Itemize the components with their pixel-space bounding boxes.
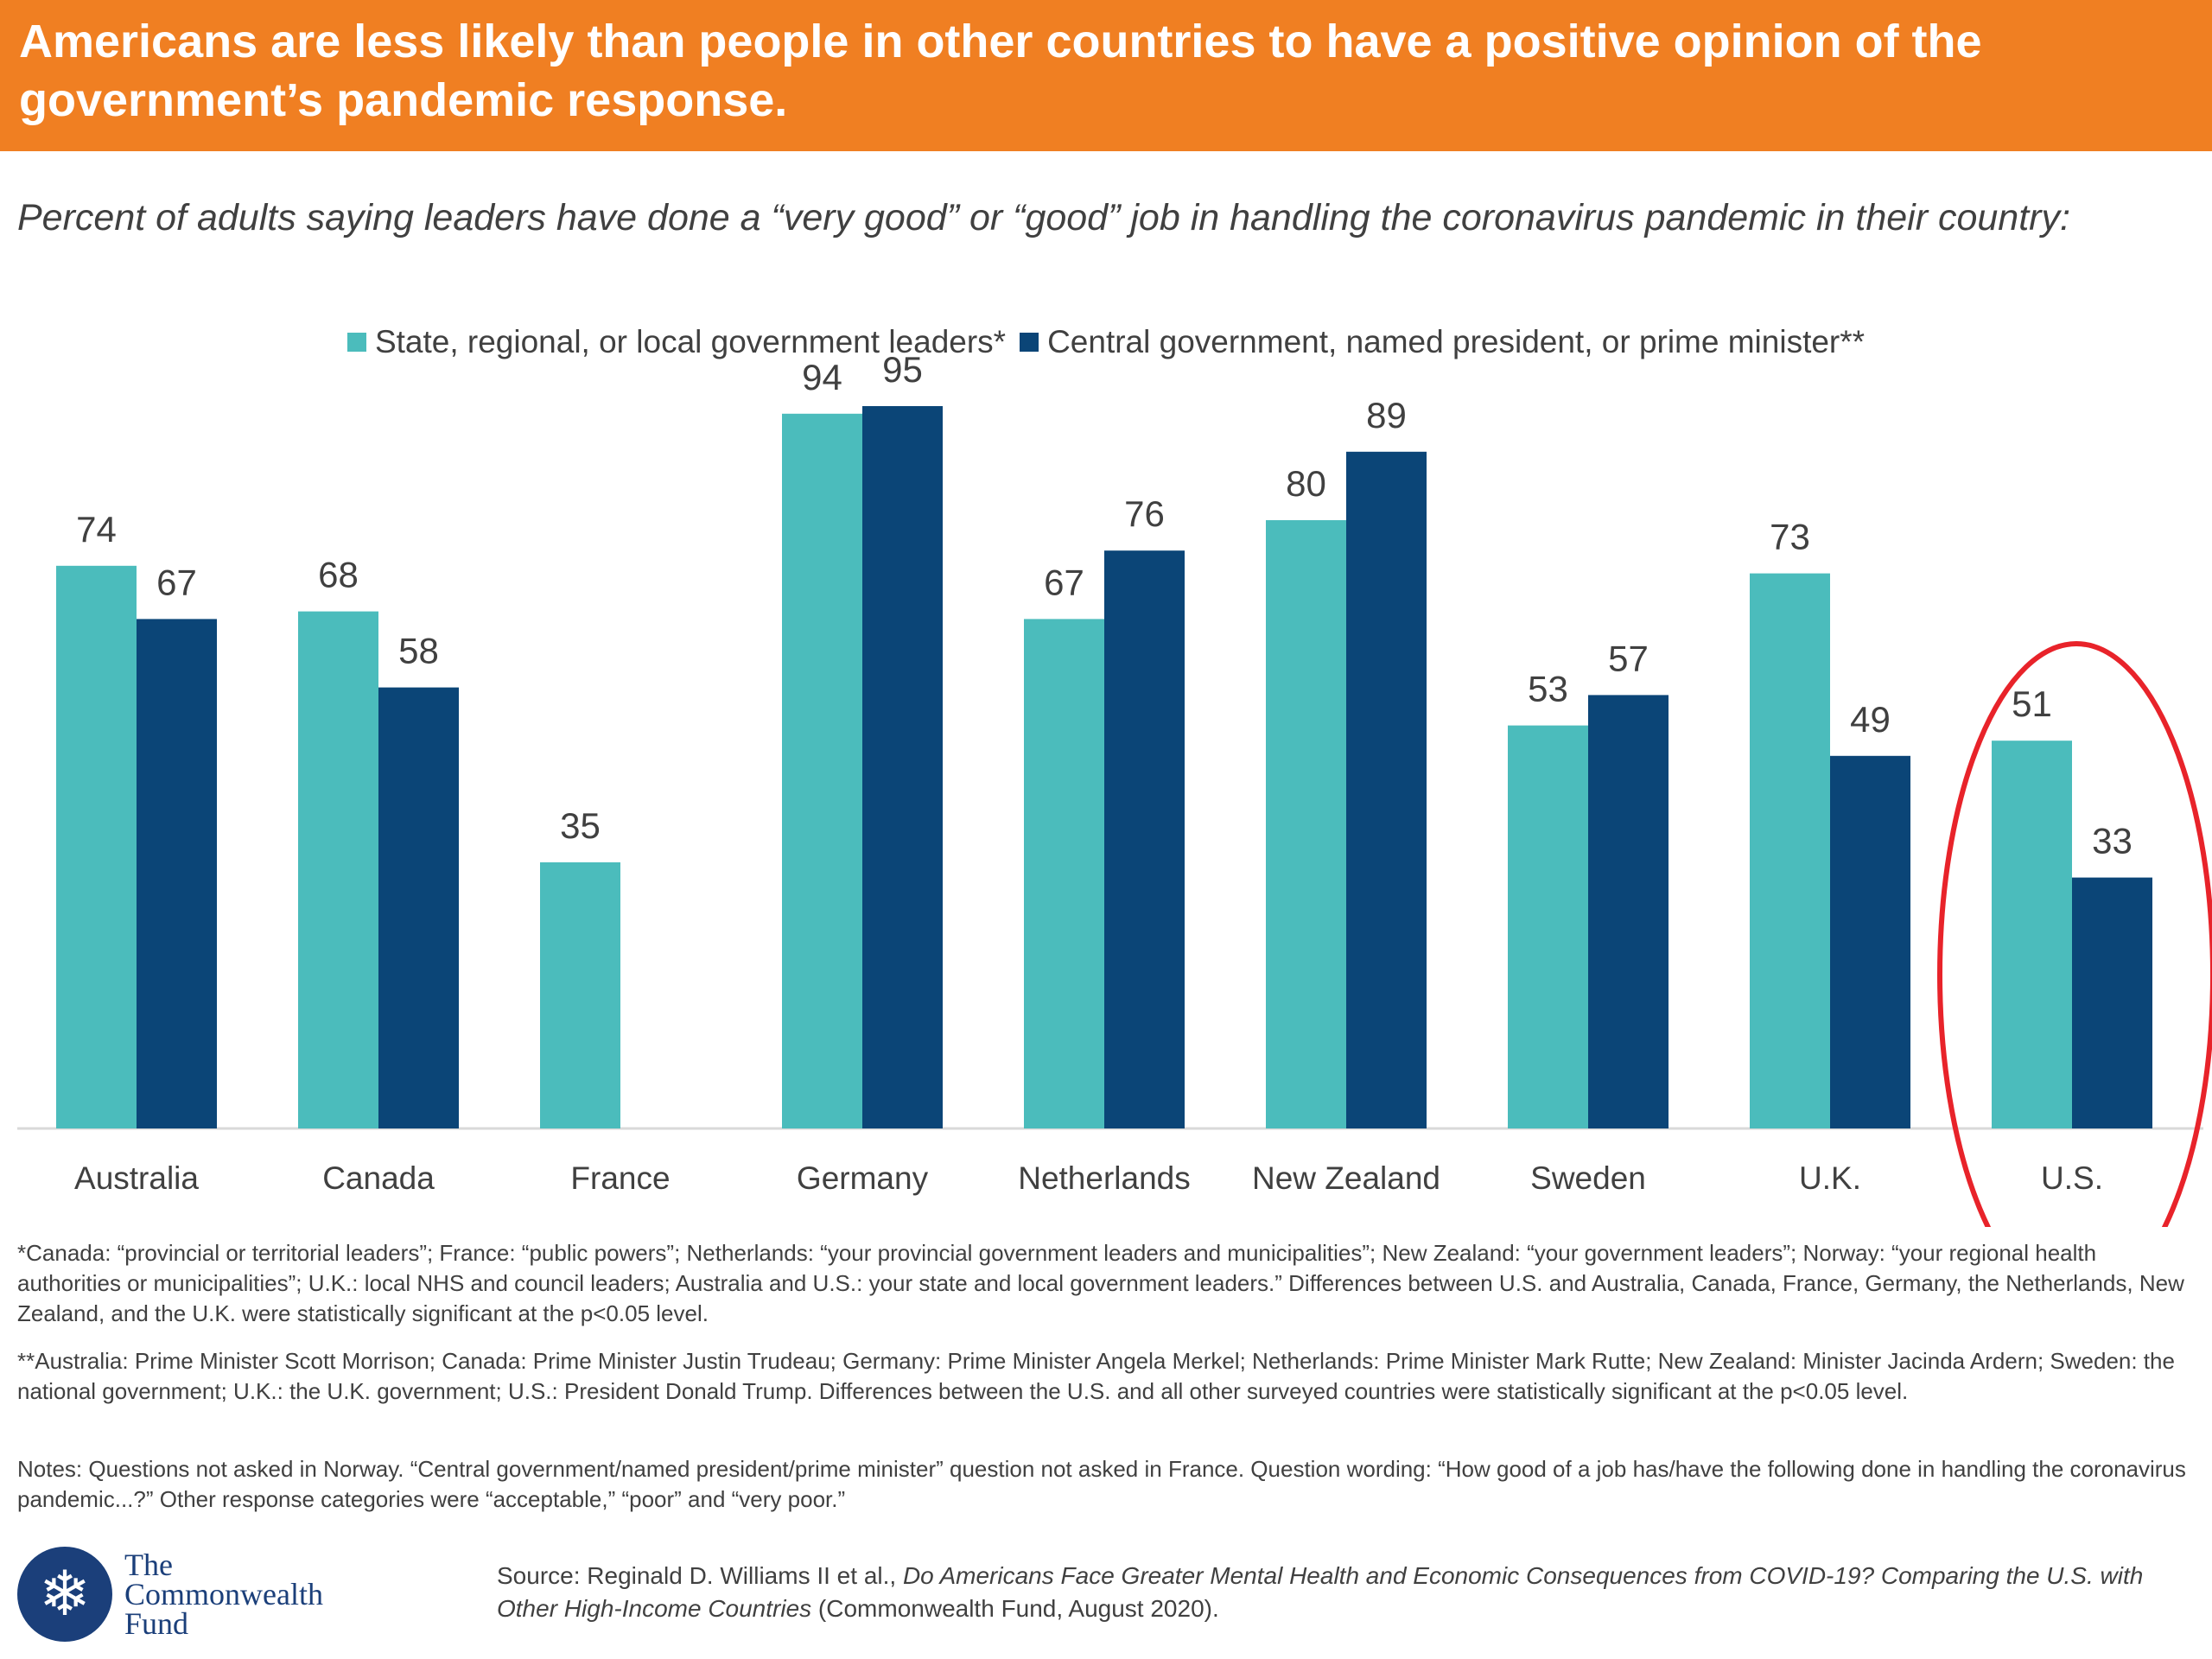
data-label-central-canada: 58 — [398, 631, 439, 671]
data-label-central-australia: 67 — [156, 562, 197, 602]
source-title: Do Americans Face Greater Mental Health … — [497, 1562, 2144, 1622]
category-label-canada: Canada — [322, 1160, 435, 1196]
title-line-2: government’s pandemic response. — [19, 74, 788, 126]
data-label-local-australia: 74 — [76, 509, 117, 550]
footnote-notes: Notes: Questions not asked in Norway. “C… — [17, 1456, 2186, 1512]
legend-swatch-central — [1020, 333, 1039, 352]
highlight-circle — [1937, 641, 2212, 1227]
legend-label-central: Central government, named president, or … — [1047, 324, 1866, 359]
logo-line-3: Fund — [124, 1606, 189, 1641]
data-label-central-germany: 95 — [882, 349, 923, 390]
logo-wordmark: The Commonwealth Fund — [124, 1548, 323, 1641]
data-label-central-sweden: 57 — [1608, 638, 1649, 678]
source-suffix: (Commonwealth Fund, August 2020). — [811, 1595, 1219, 1622]
data-label-central-new-zealand: 89 — [1366, 395, 1407, 435]
title-line-1: Americans are less likely than people in… — [19, 16, 1982, 67]
bar-local-new-zealand — [1266, 520, 1346, 1128]
bar-local-u-s — [1992, 741, 2072, 1128]
bar-central-canada — [378, 687, 459, 1128]
category-label-new-zealand: New Zealand — [1252, 1160, 1440, 1196]
footnote-local-leaders: *Canada: “provincial or territorial lead… — [17, 1240, 2184, 1326]
bar-central-sweden — [1588, 695, 1669, 1128]
data-label-local-germany: 94 — [802, 357, 842, 397]
bar-local-australia — [56, 565, 137, 1128]
data-label-local-france: 35 — [560, 805, 601, 846]
legend-item-central: Central government, named president, or … — [1020, 324, 1865, 360]
data-label-central-u-k: 49 — [1850, 699, 1891, 740]
data-label-local-u-s: 51 — [2012, 683, 2052, 724]
commonwealth-fund-logo: ❄ The Commonwealth Fund — [17, 1547, 323, 1642]
bar-local-canada — [298, 611, 378, 1128]
data-label-local-sweden: 53 — [1528, 669, 1568, 709]
category-label-australia: Australia — [74, 1160, 199, 1196]
category-label-u-k: U.K. — [1799, 1160, 1861, 1196]
bar-local-u-k — [1750, 573, 1830, 1128]
bar-central-netherlands — [1104, 550, 1185, 1128]
category-label-netherlands: Netherlands — [1018, 1160, 1191, 1196]
legend-swatch-local — [346, 333, 366, 352]
bar-chart: 74 67 Australia 68 58 Canada 35 France 94 95 Germa… — [17, 349, 2212, 1227]
category-label-sweden: Sweden — [1530, 1160, 1646, 1196]
data-label-central-u-s: 33 — [2092, 821, 2133, 861]
footnote-central-leaders: **Australia: Prime Minister Scott Morris… — [17, 1348, 2175, 1404]
chart-subtitle: Percent of adults saying leaders have do… — [17, 197, 2070, 238]
bar-local-france — [540, 862, 620, 1128]
category-label-germany: Germany — [797, 1160, 929, 1196]
bar-local-sweden — [1508, 725, 1588, 1128]
logo-line-2: Commonwealth — [124, 1577, 323, 1611]
legend-item-local: State, regional, or local government lea… — [346, 324, 1007, 360]
bar-central-new-zealand — [1346, 451, 1427, 1128]
legend-label-local: State, regional, or local government lea… — [374, 324, 1007, 359]
source-citation: Source: Reginald D. Williams II et al., … — [497, 1560, 2190, 1625]
data-label-local-new-zealand: 80 — [1286, 463, 1326, 504]
logo-line-1: The — [124, 1548, 173, 1582]
data-label-local-canada: 68 — [318, 555, 359, 595]
bar-central-u-k — [1830, 755, 1910, 1128]
data-label-local-netherlands: 67 — [1044, 562, 1084, 602]
source-prefix: Source: Reginald D. Williams II et al., — [497, 1562, 903, 1589]
bar-central-u-s — [2072, 877, 2152, 1128]
bar-central-australia — [137, 619, 217, 1128]
category-label-france: France — [570, 1160, 670, 1196]
data-label-local-u-k: 73 — [1770, 517, 1810, 557]
category-label-u-s: U.S. — [2041, 1160, 2103, 1196]
title-banner: Americans are less likely than people in… — [0, 0, 2212, 151]
chart-legend: State, regional, or local government lea… — [0, 324, 2212, 360]
bar-local-germany — [782, 413, 862, 1128]
bar-central-germany — [862, 406, 943, 1128]
snowflake-icon: ❄ — [17, 1547, 112, 1642]
data-label-central-netherlands: 76 — [1124, 493, 1165, 534]
bar-local-netherlands — [1024, 619, 1104, 1128]
chart-title: Americans are less likely than people in… — [19, 12, 2179, 130]
